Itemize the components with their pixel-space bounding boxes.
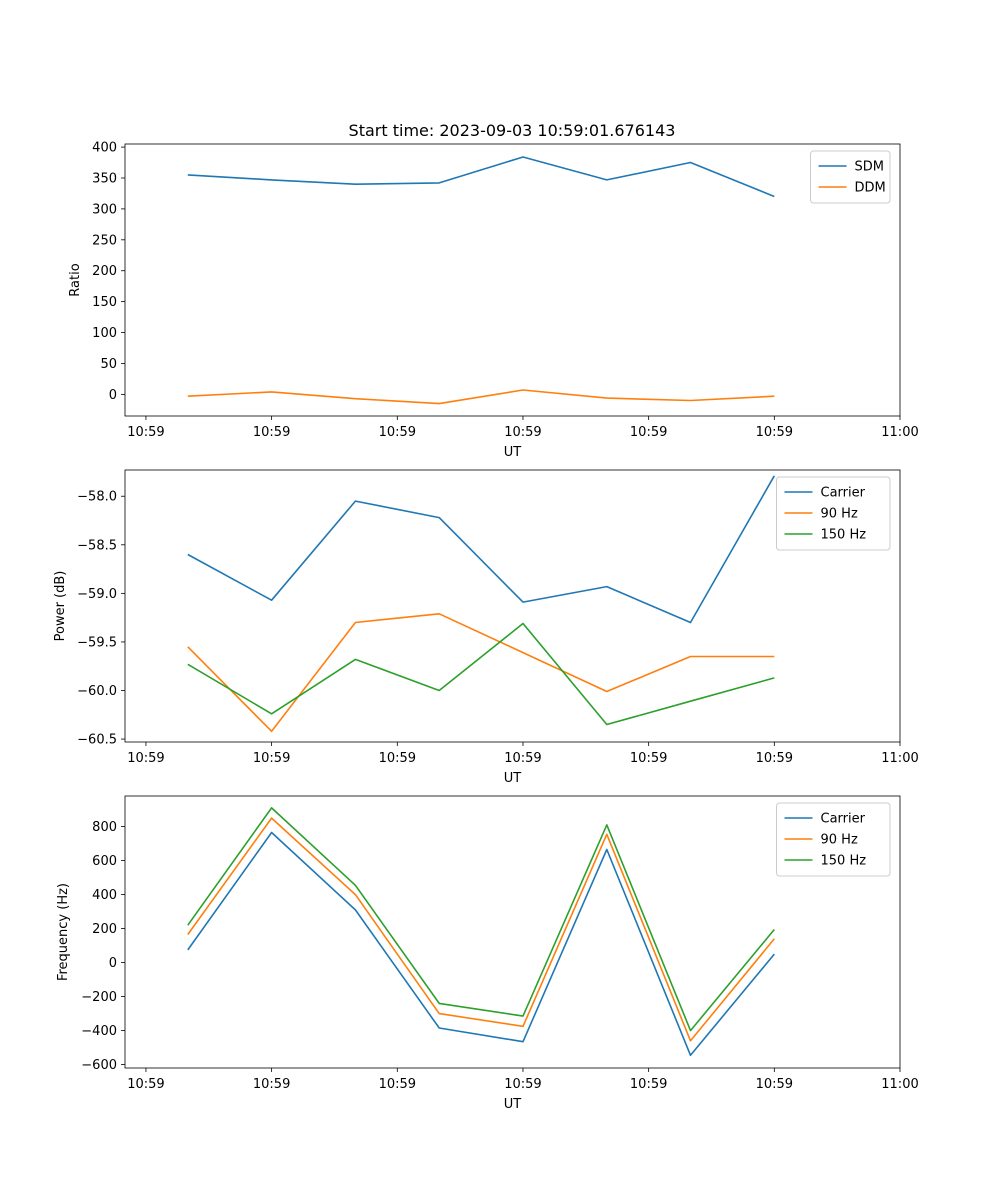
ratio-legend: SDM DDM (810, 150, 891, 204)
ratio-y-tick-label: 400 (92, 141, 117, 156)
power-legend-label: 150 Hz (821, 528, 867, 543)
ratio-panel: 10:59 10:59 10:59 10:59 10:59 10:59 11:00 0 50 10… (68, 141, 919, 460)
frequency-x-tick-label: 10:59 (379, 1077, 416, 1092)
frequency-legend-label: Carrier (821, 812, 866, 827)
power-axes-frame (124, 469, 901, 743)
power-x-tick-label: 10:59 (127, 751, 164, 766)
power-legend-label: Carrier (821, 486, 866, 501)
ratio-x-tick-label: 10:59 (630, 425, 667, 440)
power-x-tick-label: 10:59 (504, 751, 541, 766)
power-x-axis-label: UT (504, 771, 522, 786)
power-y-tick-label: −59.5 (77, 635, 117, 650)
frequency-y-tick-label: −200 (81, 990, 117, 1005)
ratio-x-tick-label: 10:59 (379, 425, 416, 440)
frequency-series-carrier-line (187, 831, 775, 1057)
ratio-y-tick-label: 150 (92, 295, 117, 310)
power-legend-label: 90 Hz (821, 507, 858, 522)
ratio-x-tick-label: 10:59 (756, 425, 793, 440)
power-y-tick-label: −58.0 (77, 490, 117, 505)
ratio-y-tick-label: 250 (92, 233, 117, 248)
ratio-legend-box (810, 150, 891, 204)
frequency-y-tick-label: −600 (81, 1058, 117, 1073)
power-y-tick-label: −59.0 (77, 587, 117, 602)
power-y-axis-label: Power (dB) (53, 571, 68, 642)
frequency-y-tick-label: 200 (92, 922, 117, 937)
power-y-tick-label: −60.0 (77, 684, 117, 699)
frequency-axes-frame (124, 795, 901, 1069)
power-x-tick-label: 10:59 (253, 751, 290, 766)
ratio-y-tick-label: 100 (92, 326, 117, 341)
ratio-y-tick-label: 200 (92, 264, 117, 279)
power-panel: 10:59 10:59 10:59 10:59 10:59 10:59 11:00 −60.5… (53, 469, 919, 786)
ratio-x-axis-label: UT (504, 445, 522, 460)
ratio-y-tick-label: 300 (92, 202, 117, 217)
ratio-series-ddm-line (187, 389, 775, 405)
frequency-y-tick-label: 600 (92, 854, 117, 869)
frequency-y-tick-label: −400 (81, 1024, 117, 1039)
frequency-x-tick-label: 10:59 (504, 1077, 541, 1092)
power-series-150-hz-line (187, 622, 775, 726)
frequency-legend: Carrier 90 Hz 150 Hz (776, 802, 891, 877)
frequency-series-90-hz-line (187, 817, 775, 1042)
frequency-x-tick-label: 10:59 (127, 1077, 164, 1092)
ratio-y-tick-label: 50 (100, 357, 117, 372)
ratio-y-tick-label: 0 (109, 388, 117, 403)
frequency-y-tick-label: 400 (92, 888, 117, 903)
power-x-tick-label: 10:59 (756, 751, 793, 766)
ratio-legend-label: SDM (855, 160, 884, 175)
ratio-y-tick-label: 350 (92, 172, 117, 187)
ratio-x-tick-label: 10:59 (127, 425, 164, 440)
ratio-x-tick-label: 11:00 (881, 425, 918, 440)
frequency-x-tick-label: 10:59 (630, 1077, 667, 1092)
ratio-x-tick-label: 10:59 (504, 425, 541, 440)
frequency-x-axis-label: UT (504, 1097, 522, 1112)
frequency-y-axis-label: Frequency (Hz) (56, 883, 71, 981)
frequency-legend-label: 90 Hz (821, 833, 858, 848)
frequency-x-tick-label: 10:59 (756, 1077, 793, 1092)
power-x-tick-label: 10:59 (379, 751, 416, 766)
power-legend: Carrier 90 Hz 150 Hz (776, 476, 891, 551)
frequency-panel: 10:59 10:59 10:59 10:59 10:59 10:59 11:00 −600 −… (56, 795, 919, 1112)
frequency-x-tick-label: 11:00 (881, 1077, 918, 1092)
power-x-tick-label: 11:00 (881, 751, 918, 766)
frequency-y-tick-label: 0 (109, 956, 117, 971)
frequency-x-tick-label: 10:59 (253, 1077, 290, 1092)
frequency-series-150-hz-line (187, 807, 775, 1032)
power-legend-box (776, 476, 891, 551)
ratio-legend-label: DDM (855, 181, 886, 196)
ratio-axes-frame (124, 143, 901, 417)
power-series-carrier-line (187, 475, 775, 624)
ratio-x-tick-label: 10:59 (253, 425, 290, 440)
power-y-tick-label: −60.5 (77, 733, 117, 748)
power-x-tick-label: 10:59 (630, 751, 667, 766)
frequency-y-tick-label: 800 (92, 820, 117, 835)
frequency-legend-box (776, 802, 891, 877)
ratio-series-sdm-line (187, 156, 775, 198)
power-series-90-hz-line (187, 612, 775, 733)
power-y-tick-label: −58.5 (77, 538, 117, 553)
frequency-legend-label: 150 Hz (821, 854, 867, 869)
ratio-y-axis-label: Ratio (68, 263, 83, 296)
figure-title: Start time: 2023-09-03 10:59:01.676143 (349, 121, 676, 140)
